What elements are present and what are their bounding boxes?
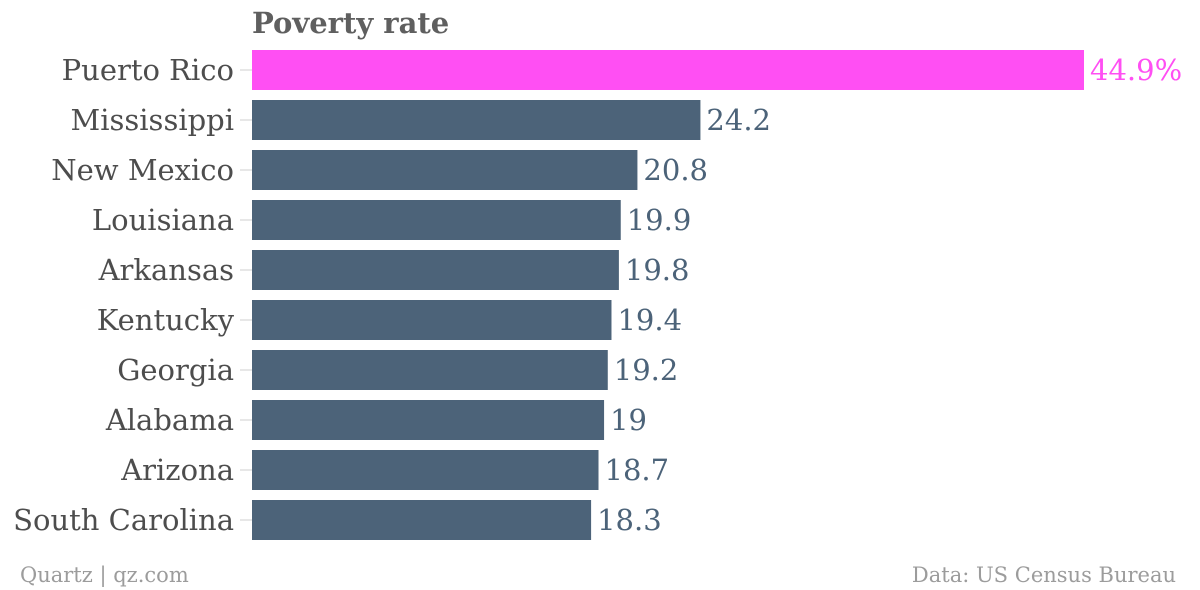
category-label: New Mexico <box>51 153 234 187</box>
value-label: 19 <box>610 403 647 437</box>
category-label: Mississippi <box>71 103 234 137</box>
value-label: 19.2 <box>614 353 679 387</box>
chart-title: Poverty rate <box>252 6 449 40</box>
value-label: 19.4 <box>617 303 682 337</box>
category-label: Alabama <box>105 403 234 437</box>
bar <box>252 150 638 190</box>
plot-area: Puerto Rico 44.9% Mississippi 24.2 New Mexic… <box>13 50 1182 540</box>
bar <box>252 400 605 440</box>
bar <box>252 450 599 490</box>
bar <box>252 100 701 140</box>
bar <box>252 350 608 390</box>
bar <box>252 300 612 340</box>
value-label: 19.9 <box>627 203 692 237</box>
value-label: 44.9% <box>1090 53 1182 87</box>
source-credit: Quartz | qz.com <box>20 563 189 588</box>
category-label: Georgia <box>117 353 234 387</box>
category-label: Arizona <box>120 453 234 487</box>
value-label: 20.8 <box>643 153 708 187</box>
value-label: 18.7 <box>605 453 670 487</box>
bar-highlighted <box>252 50 1084 90</box>
category-label: Puerto Rico <box>62 53 234 87</box>
bar <box>252 250 619 290</box>
category-label: Louisiana <box>92 203 234 237</box>
value-label: 24.2 <box>706 103 771 137</box>
bar <box>252 200 621 240</box>
value-label: 18.3 <box>597 503 662 537</box>
bar <box>252 500 592 540</box>
category-label: Kentucky <box>97 303 235 337</box>
category-label: South Carolina <box>13 503 234 537</box>
value-label: 19.8 <box>625 253 690 287</box>
data-source: Data: US Census Bureau <box>912 563 1176 587</box>
category-label: Arkansas <box>98 253 234 287</box>
